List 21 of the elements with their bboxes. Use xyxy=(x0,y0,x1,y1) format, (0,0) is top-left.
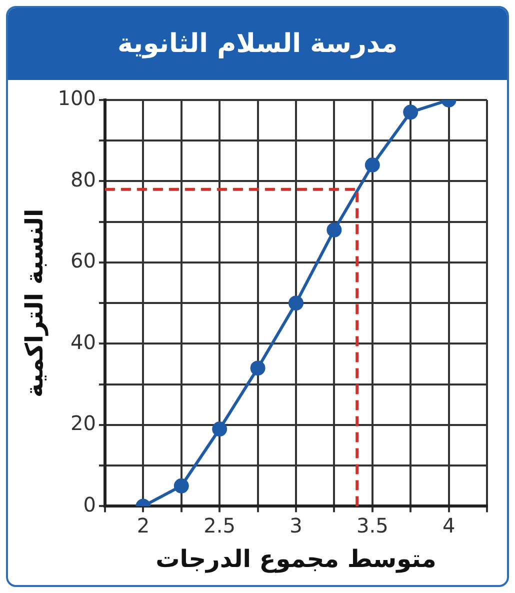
y-tick-label: 0 xyxy=(83,492,96,516)
y-axis-title: النسبة التراكمية xyxy=(20,208,49,398)
x-tick-label: 3 xyxy=(290,513,302,538)
point xyxy=(174,478,189,494)
point xyxy=(288,296,304,311)
x-tick-label: 3.5 xyxy=(356,513,388,538)
y-tick-label: 80 xyxy=(70,167,96,192)
y-tick-label: 100 xyxy=(58,86,96,110)
x-tick-label: 2 xyxy=(136,513,150,538)
y-tick-label: 20 xyxy=(70,411,96,436)
point xyxy=(403,104,418,120)
x-tick-label: 4 xyxy=(442,513,456,538)
point xyxy=(250,360,266,376)
point xyxy=(212,422,228,437)
point xyxy=(364,157,380,172)
point xyxy=(326,222,342,238)
x-axis-title: متوسط مجموع الدرجات xyxy=(156,544,436,573)
y-tick-label: 60 xyxy=(70,248,96,273)
chart-title: مدرسة السلام الثانوية xyxy=(8,8,507,80)
y-tick-label: 40 xyxy=(70,330,96,354)
x-tick-label: 2.5 xyxy=(204,513,236,538)
